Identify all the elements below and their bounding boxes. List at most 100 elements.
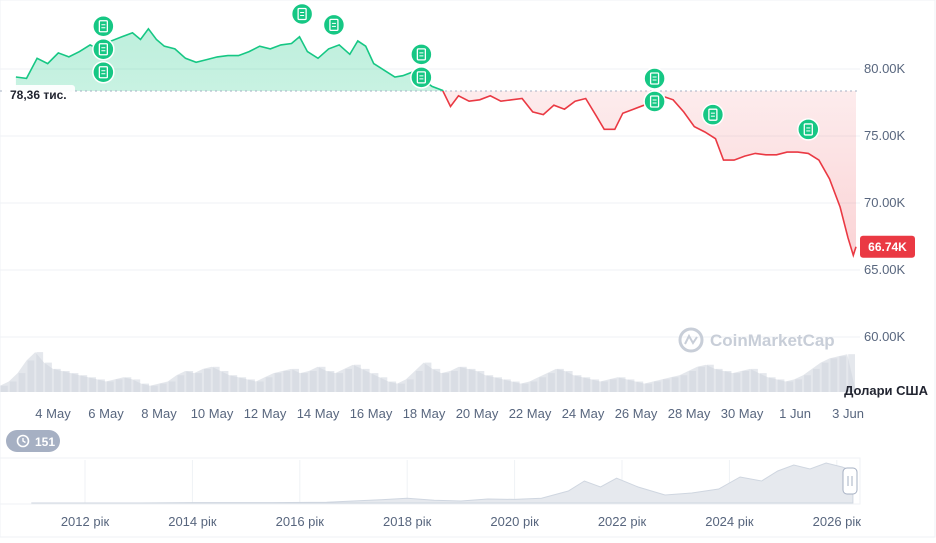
volume-bar [89,377,96,392]
navigator-tick-label: 2022 рік [598,514,647,529]
volume-bar [336,373,344,392]
x-tick-label: 20 May [456,406,499,421]
history-icon-hands [22,438,26,444]
news-marker[interactable] [701,103,725,126]
document-icon [98,20,109,33]
news-marker-circle[interactable] [322,13,346,37]
document-icon [649,95,660,108]
volume-bar [742,371,750,392]
volume-bar [565,371,573,392]
x-tick-label: 16 May [350,406,393,421]
news-marker[interactable] [410,66,433,89]
volume-bar [380,377,388,392]
news-marker[interactable] [410,43,433,66]
news-marker-circle[interactable] [290,2,314,26]
price-area [15,28,856,256]
news-marker[interactable] [290,2,314,26]
volume-bar [274,373,282,392]
news-marker-circle[interactable] [92,60,115,84]
price-line-above [15,27,444,91]
volume-bar [371,373,379,392]
current-price-tag: 66.74K [860,235,915,258]
volume-bar [230,375,238,392]
volume-bar [777,379,785,392]
news-marker[interactable] [92,14,115,38]
volume-bar [71,373,79,392]
x-tick-label: 3 Jun [832,406,864,421]
news-marker-circle[interactable] [92,37,115,61]
volume-bar [601,381,608,392]
news-marker[interactable] [797,118,820,141]
x-tick-label: 8 May [141,406,177,421]
volume-bar [504,379,511,392]
volume-bar [486,375,494,392]
events-badge[interactable] [6,430,60,452]
volume-bar [751,368,758,392]
news-marker[interactable] [92,37,115,61]
volume-bar [830,358,838,392]
volume-bar [204,368,211,392]
reference-price-label: 78,36 тис. [3,85,75,103]
document-icon [803,123,813,136]
volume-bar [707,364,714,392]
range-navigator[interactable]: 2012 рік 2014 рік 2016 рік 2018 рік 2020 рік… [0,457,861,529]
volume-bar [159,383,167,392]
y-tick-label: 70.00K [864,195,906,210]
document-icon [297,7,307,21]
current-price-badge [860,235,915,258]
volume-bar [318,366,326,392]
news-marker-circle[interactable] [643,67,666,90]
volume-bar [812,368,820,392]
navigator-handle[interactable] [842,467,858,495]
document-icon [708,108,718,121]
volume-bar [133,379,141,392]
volume-bar [442,373,449,392]
volume-bar [715,368,723,392]
volume-bar [45,362,52,392]
volume-bar [848,354,855,392]
navigator-tick-label: 2012 рік [61,514,110,529]
volume-bar [389,381,397,392]
x-tick-label: 28 May [668,406,711,421]
news-marker[interactable] [92,60,115,84]
volume-bar [521,383,529,392]
news-marker[interactable] [643,67,666,90]
history-icon [16,434,30,448]
events-toggle[interactable]: 151 [6,430,60,452]
news-marker-circle[interactable] [410,43,433,66]
navigator-tick-label: 2014 рік [168,514,217,529]
volume-bar [839,356,847,392]
document-icon [329,18,339,32]
news-marker[interactable] [643,90,666,113]
news-marker-circle[interactable] [643,90,666,113]
volume-bar [406,379,414,392]
volume-bar [186,371,194,392]
volume-bar [309,371,317,392]
volume-bar [283,371,291,392]
news-marker-circle[interactable] [797,118,820,141]
volume-bar [618,377,626,392]
volume-bar [1,385,8,392]
navigator-tick-label: 2016 рік [276,514,325,529]
volume-bar [654,381,661,392]
y-tick-label: 80.00K [864,61,906,76]
volume-bar [477,371,485,392]
navigator-frame [0,457,861,505]
news-markers[interactable] [92,2,820,141]
volume-bar [256,381,264,392]
x-tick-label: 1 Jun [779,406,811,421]
news-marker-circle[interactable] [701,103,725,126]
volume-bar [768,377,776,392]
volume-bar [636,381,644,392]
news-marker-circle[interactable] [410,66,433,89]
news-marker[interactable] [322,13,346,37]
volume-bar [106,381,114,392]
volume-bar [433,368,441,392]
x-tick-label: 12 May [244,406,287,421]
x-tick-label: 14 May [297,406,340,421]
news-marker-circle[interactable] [92,14,115,38]
volume-bar [80,375,88,392]
